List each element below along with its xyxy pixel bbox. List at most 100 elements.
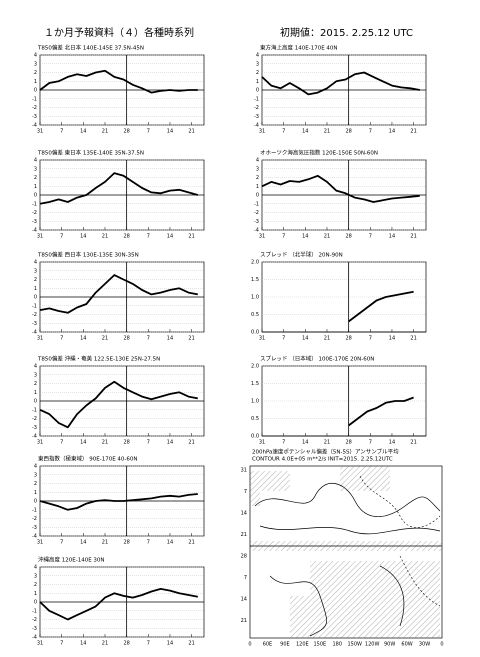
y-tick-label: -2: [254, 210, 259, 216]
y-tick-label: 3: [256, 166, 259, 172]
x-tick-label: 120W: [365, 642, 380, 648]
y-tick-label: -1: [254, 201, 259, 207]
contour-dashed: [359, 475, 441, 607]
y-tick-label: -3: [32, 219, 37, 225]
y-tick-label: 2: [256, 175, 259, 181]
y-tick-label: -3: [32, 626, 37, 632]
x-tick-label: 28: [123, 234, 129, 240]
y-tick-label: 1: [34, 591, 37, 597]
y-tick-label: 2: [256, 70, 259, 76]
hatched-area: [250, 466, 442, 638]
y-tick-label: 0.0: [251, 330, 259, 336]
x-tick-label: 14: [302, 336, 308, 342]
y-tick-label: -2: [32, 312, 37, 318]
y-tick-label: 3: [34, 61, 37, 67]
y-tick-label: 0: [34, 399, 37, 405]
y-tick-label: 1: [256, 184, 259, 190]
panel-title: T850偏差 西日本 130E-135E 30N-35N: [37, 251, 139, 259]
panel-title: T850偏差 沖縄・奄美 122.5E-130E 25N-27.5N: [37, 355, 160, 363]
x-tick-label: 7: [147, 641, 150, 647]
x-tick-label: 21: [188, 641, 194, 647]
x-tick-label: 21: [102, 129, 108, 135]
series-line: [261, 174, 420, 203]
series-line: [348, 396, 414, 427]
x-tick-label: 14: [389, 336, 395, 342]
y-tick-label: 7: [244, 575, 247, 581]
x-tick-label: 21: [324, 234, 330, 240]
y-tick-label: 3: [34, 166, 37, 172]
y-tick-label: 4: [34, 565, 37, 571]
x-tick-label: 7: [60, 129, 63, 135]
y-tick-label: 1.0: [251, 399, 259, 405]
panel-title: スプレッド （日本域） 100E-170E 20N-60N: [260, 355, 374, 363]
page-title: １か月予報資料（４）各種時系列: [44, 26, 194, 39]
y-tick-label: 14: [241, 511, 247, 517]
x-tick-label: 28: [123, 540, 129, 546]
x-tick-label: 60W: [401, 642, 412, 648]
x-tick-label: 14: [167, 336, 173, 342]
y-tick-label: 3: [34, 573, 37, 579]
y-tick-label: -2: [32, 617, 37, 623]
y-tick-label: 1.5: [251, 277, 259, 283]
x-tick-label: 14: [80, 440, 86, 446]
y-tick-label: 4: [34, 158, 37, 164]
x-tick-label: 21: [410, 129, 416, 135]
y-tick-label: 31: [241, 468, 247, 474]
x-tick-label: 21: [188, 129, 194, 135]
panel-title: 沖縄高度 120E-140E 30N: [38, 556, 105, 564]
x-tick-label: 14: [80, 336, 86, 342]
panel-title: T850偏差 東日本 135E-140E 35N-37.5N: [37, 149, 144, 157]
x-tick-label: 0: [248, 642, 251, 648]
y-tick-label: 14: [241, 597, 247, 603]
x-tick-label: 14: [389, 234, 395, 240]
y-tick-label: -2: [254, 105, 259, 111]
x-tick-label: 150W: [347, 642, 362, 648]
y-tick-label: -3: [32, 321, 37, 327]
y-tick-label: 1: [256, 79, 259, 85]
x-tick-label: 7: [147, 234, 150, 240]
y-tick-label: 0: [34, 499, 37, 505]
y-tick-label: 4: [34, 260, 37, 266]
panel-title: T850偏差 北日本 140E-145E 37.5N-45N: [37, 44, 144, 52]
x-tick-label: 14: [167, 540, 173, 546]
series-line: [39, 380, 198, 429]
y-tick-label: -2: [32, 105, 37, 111]
y-tick-label: -1: [254, 96, 259, 102]
x-tick-label: 14: [167, 129, 173, 135]
x-tick-label: 31: [37, 641, 43, 647]
x-tick-label: 7: [60, 234, 63, 240]
y-tick-label: 2: [34, 175, 37, 181]
y-tick-label: -3: [254, 219, 259, 225]
y-tick-label: 4: [34, 53, 37, 59]
series-line: [39, 69, 198, 94]
x-tick-label: 0: [440, 642, 443, 648]
y-tick-label: 4: [34, 464, 37, 470]
x-tick-label: 7: [60, 641, 63, 647]
y-tick-label: 3: [256, 61, 259, 67]
y-tick-label: -1: [32, 407, 37, 413]
y-tick-label: 2: [34, 381, 37, 387]
x-tick-label: 21: [188, 440, 194, 446]
y-tick-label: 2: [34, 582, 37, 588]
y-tick-label: 1: [34, 79, 37, 85]
y-tick-label: -1: [32, 303, 37, 309]
x-tick-label: 21: [324, 440, 330, 446]
x-tick-label: 7: [147, 336, 150, 342]
x-tick-label: 31: [37, 234, 43, 240]
x-tick-label: 28: [345, 129, 351, 135]
panel-title: 東西指数（極東域） 90E-170E 40-60N: [38, 455, 138, 463]
y-tick-label: 0: [34, 88, 37, 94]
panel-title: 東方海上高度 140E-170E 40N: [260, 44, 338, 52]
y-tick-label: 3: [34, 472, 37, 478]
y-tick-label: 0: [34, 193, 37, 199]
x-tick-label: 28: [345, 234, 351, 240]
y-tick-label: 1.0: [251, 295, 259, 301]
y-tick-label: 2: [34, 70, 37, 76]
x-tick-label: 90E: [280, 642, 290, 648]
x-tick-label: 21: [410, 336, 416, 342]
y-tick-label: 0: [34, 600, 37, 606]
x-tick-label: 150E: [313, 642, 326, 648]
series-line: [39, 493, 198, 511]
x-tick-label: 7: [60, 336, 63, 342]
x-tick-label: 7: [147, 440, 150, 446]
